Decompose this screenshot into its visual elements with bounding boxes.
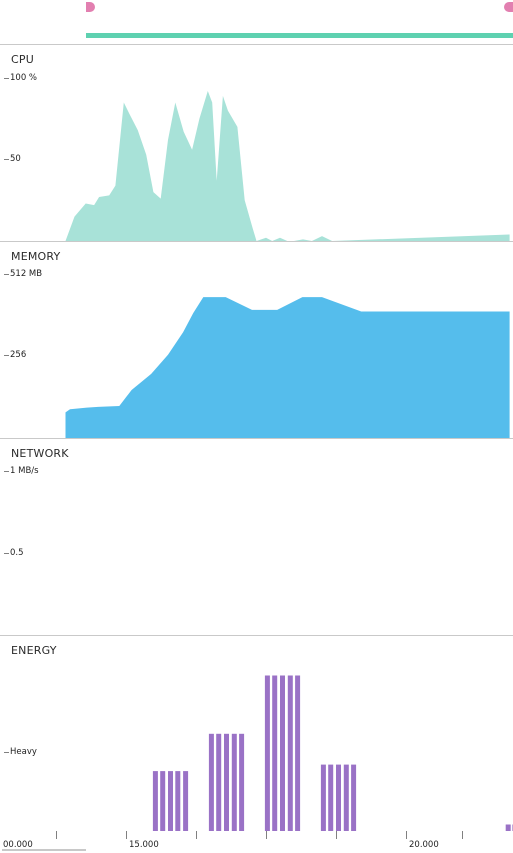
energy-bar [183, 771, 189, 831]
cpu-usage-area [65, 91, 510, 241]
energy-bar [175, 771, 181, 831]
energy-bar [320, 764, 326, 831]
network-tick-label-mid: 0.5 [10, 548, 24, 558]
separator [0, 241, 513, 242]
separator [0, 438, 513, 439]
time-axis: 00.000 15.000 20.000 [0, 831, 513, 853]
memory-chart [65, 297, 510, 438]
network-chart [0, 439, 513, 635]
energy-pane[interactable]: ENERGY Heavy [0, 636, 513, 831]
axis-tick [462, 831, 463, 839]
timeline-selection-strip[interactable] [0, 0, 513, 44]
energy-bar [216, 733, 222, 831]
cpu-tick-label-mid: 50 [10, 154, 21, 164]
energy-bar [231, 733, 237, 831]
energy-bar [152, 771, 158, 831]
memory-tick-mark [4, 355, 9, 356]
axis-tick [266, 831, 267, 839]
energy-bar [224, 733, 229, 831]
range-start-marker[interactable] [86, 2, 95, 12]
energy-bar [505, 824, 511, 831]
cpu-chart [65, 91, 510, 241]
energy-tick-label-heavy: Heavy [10, 747, 37, 757]
memory-usage-area [65, 297, 510, 438]
axis-label-15: 15.000 [129, 840, 159, 850]
axis-tick [56, 831, 57, 839]
energy-bar [295, 675, 301, 831]
energy-chart [152, 675, 513, 831]
energy-bar [343, 764, 349, 831]
axis-tick [336, 831, 337, 839]
memory-tick-label-max: 512 MB [10, 269, 43, 279]
cpu-tick-mark [4, 78, 9, 79]
selected-range-bar[interactable] [86, 33, 513, 38]
network-tick-mark [4, 553, 9, 554]
network-title: NETWORK [11, 447, 69, 460]
axis-tick [196, 831, 197, 839]
energy-bar [272, 675, 278, 831]
network-tick-mark [4, 471, 9, 472]
separator [0, 635, 513, 636]
energy-bar [351, 764, 357, 831]
memory-title: MEMORY [11, 250, 61, 263]
energy-bar [168, 771, 173, 831]
energy-bar [287, 675, 293, 831]
cpu-tick-mark [4, 159, 9, 160]
energy-bar [208, 733, 214, 831]
energy-bar [239, 733, 245, 831]
axis-label-20: 20.000 [409, 840, 439, 850]
range-end-marker[interactable] [504, 2, 513, 12]
energy-bar [328, 764, 334, 831]
energy-title: ENERGY [11, 644, 57, 657]
memory-tick-label-mid: 256 [10, 350, 27, 360]
cpu-title: CPU [11, 53, 34, 66]
cpu-tick-label-max: 100 % [10, 73, 38, 83]
network-tick-label-max: 1 MB/s [10, 466, 39, 476]
energy-bar [336, 764, 341, 831]
energy-bar [264, 675, 270, 831]
energy-bar [280, 675, 285, 831]
axis-label-start: 00.000 [3, 840, 33, 850]
memory-tick-mark [4, 274, 9, 275]
cpu-pane[interactable]: CPU 100 % 50 [0, 45, 513, 241]
energy-bar [160, 771, 166, 831]
separator [0, 44, 513, 45]
network-pane[interactable]: NETWORK 1 MB/s 0.5 [0, 439, 513, 635]
axis-tick [126, 831, 127, 839]
axis-tick [406, 831, 407, 839]
memory-pane[interactable]: MEMORY 512 MB 256 [0, 242, 513, 438]
horizontal-scrollbar-thumb[interactable] [2, 849, 86, 851]
energy-tick-mark [4, 752, 9, 753]
